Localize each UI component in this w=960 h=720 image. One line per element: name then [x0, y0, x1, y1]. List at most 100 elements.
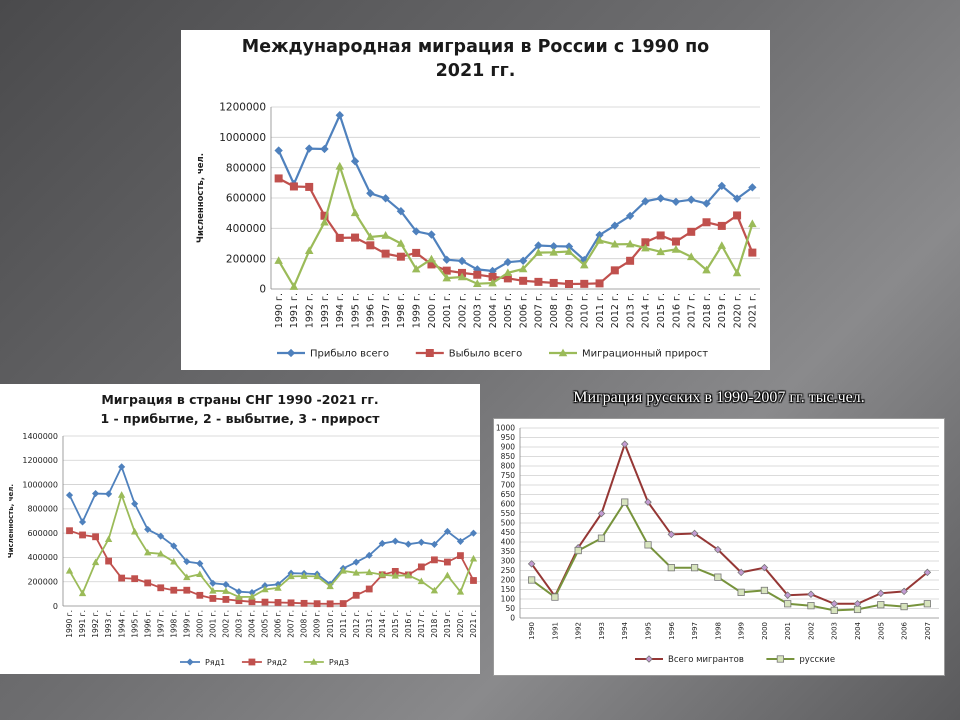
- chart2-title-line2: 1 - прибытие, 2 - выбытие, 3 - прирост: [100, 411, 380, 426]
- chart3-y-tick-label: 950: [501, 433, 516, 442]
- chart1-data-point: [748, 219, 757, 228]
- chart2-x-tick-label: 2009 г.: [313, 610, 322, 638]
- chart3-y-tick-label: 150: [501, 585, 516, 594]
- chart2-data-point: [235, 593, 243, 600]
- chart1-data-point: [427, 254, 436, 263]
- chart1-x-tick-label: 2007 г.: [534, 293, 545, 328]
- chart1-data-point: [289, 182, 298, 191]
- chart1-data-point: [564, 279, 573, 288]
- chart3-x-tick-label: 1993: [598, 622, 606, 640]
- chart2-y-tick-label: 800000: [27, 505, 58, 514]
- chart2-svg: 0 200000 400000 600000 800000 1000000 1200000 1…: [7, 432, 480, 667]
- chart3-data-point: [667, 530, 676, 539]
- chart1-x-tick-label: 2015 г.: [656, 293, 667, 328]
- chart2-data-point: [313, 600, 321, 608]
- chart2-x-tick-label: 2000 г.: [195, 610, 204, 638]
- chart1-data-point: [274, 174, 283, 183]
- chart3-data-point: [760, 563, 769, 572]
- chart1-data-point: [381, 194, 390, 203]
- chart1-data-point: [702, 199, 711, 208]
- chart3-data-point: [690, 564, 699, 572]
- chart3-x-tick-label: 2001: [784, 622, 792, 640]
- chart1-y-tick-label: 400000: [226, 223, 266, 235]
- chart1-x-tick-label: 2005 г.: [503, 293, 514, 328]
- chart2-data-point: [469, 529, 478, 537]
- chart2-legend-label: Ряд2: [267, 658, 287, 667]
- chart1-x-tick-label: 2011 г.: [595, 293, 606, 328]
- chart3-y-tick-label: 750: [501, 471, 516, 480]
- chart2-data-point: [222, 596, 230, 603]
- chart3-data-point: [784, 600, 792, 608]
- chart3-svg: 0501001502002503003504004505005506006507…: [496, 424, 939, 665]
- chart2-data-point: [248, 598, 256, 606]
- chart2-legend-marker: [248, 658, 256, 666]
- chart1-data-point: [274, 256, 283, 264]
- chart3-data-point: [667, 564, 675, 572]
- chart1-x-tick-label: 2012 г.: [610, 293, 621, 328]
- chart2-data-point: [430, 540, 438, 549]
- chart2-x-tick-label: 2006 г.: [274, 610, 283, 638]
- chart3-x-tick-label: 1998: [714, 622, 722, 640]
- chart1-data-point: [656, 194, 665, 203]
- chart2-data-point: [470, 577, 477, 584]
- chart2-data-point: [131, 575, 139, 583]
- chart3-y-tick-label: 250: [501, 566, 516, 575]
- chart1-data-point: [289, 282, 299, 290]
- chart2-x-tick-label: 1997 г.: [156, 610, 165, 638]
- chart1-data-point: [626, 256, 635, 265]
- chart1-data-point: [519, 276, 528, 285]
- chart1-legend-marker: [558, 348, 568, 357]
- chart2-data-point: [65, 491, 74, 499]
- chart2-y-axis-label: Численность, чел.: [7, 484, 15, 558]
- chart1-data-point: [549, 278, 558, 287]
- chart1-legend-label: Выбыло всего: [449, 349, 522, 360]
- chart3-data-point: [714, 545, 722, 554]
- chart2-data-point: [456, 587, 465, 595]
- chart3-data-point: [621, 498, 629, 506]
- chart1-x-tick-label: 2006 г.: [518, 293, 529, 328]
- chart1-data-point: [518, 264, 528, 273]
- chart1-data-point: [580, 279, 589, 288]
- chart1-data-point: [564, 247, 574, 255]
- chart3-data-point: [551, 593, 559, 601]
- chart2-data-point: [144, 525, 152, 533]
- chart3-data-point: [597, 534, 606, 542]
- chart2-panel: Миграция в страны СНГ 1990 -2021 гг. 1 -…: [0, 384, 480, 674]
- chart1-data-point: [610, 239, 620, 248]
- chart3-y-tick-label: 50: [505, 604, 515, 613]
- chart2-series-line: [69, 529, 475, 605]
- chart2-data-point: [365, 568, 373, 576]
- chart1-x-tick-label: 1993 г.: [320, 293, 331, 328]
- chart3-x-tick-label: 1991: [551, 622, 559, 640]
- chart1-x-tick-label: 1991 г.: [289, 293, 300, 328]
- chart3-data-point: [877, 601, 885, 609]
- chart1-legend-label: Миграционный прирост: [582, 349, 708, 360]
- chart1-data-point: [671, 244, 681, 253]
- chart1-x-tick-label: 2000 г.: [427, 293, 438, 328]
- chart3-data-point: [807, 602, 815, 610]
- chart1-data-point: [320, 144, 329, 154]
- chart1-data-point: [488, 278, 497, 287]
- chart1-data-point: [442, 255, 451, 264]
- chart1-data-point: [427, 230, 436, 239]
- chart2-title-line1: Миграция в страны СНГ 1990 -2021 гг.: [101, 392, 379, 407]
- chart3-data-point: [760, 586, 769, 595]
- chart3-legend-label: Всего мигрантов: [668, 655, 744, 665]
- chart1-data-point: [717, 181, 726, 191]
- chart2-x-tick-label: 2019 г.: [443, 610, 452, 638]
- chart1-data-point: [412, 248, 421, 257]
- chart1-x-tick-label: 2013 г.: [625, 293, 636, 328]
- chart2-data-point: [157, 584, 165, 592]
- chart1-y-tick-label: 0: [259, 284, 266, 296]
- chart1-x-tick-label: 1998 г.: [396, 293, 407, 328]
- chart2-data-point: [196, 570, 204, 577]
- chart2-x-tick-label: 2004 г.: [248, 610, 257, 638]
- chart3-data-point: [574, 546, 582, 555]
- chart2-data-point: [352, 569, 360, 576]
- chart1-data-point: [702, 265, 711, 274]
- chart2-data-point: [404, 571, 413, 579]
- chart2-data-point: [365, 551, 373, 559]
- chart3-x-tick-label: 1997: [691, 622, 699, 640]
- chart2-data-point: [326, 582, 334, 590]
- chart1-data-point: [381, 231, 390, 239]
